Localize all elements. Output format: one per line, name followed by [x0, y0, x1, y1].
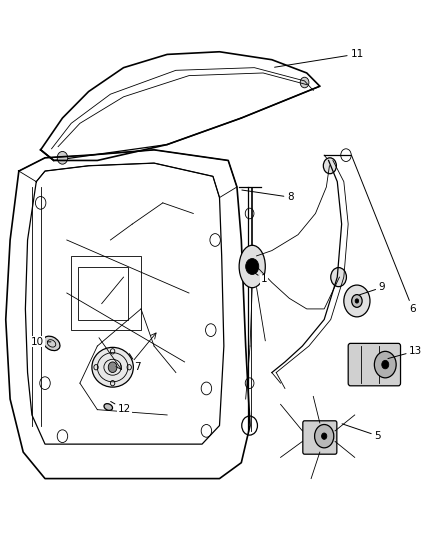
Text: 12: 12 [110, 401, 131, 414]
Circle shape [351, 295, 361, 308]
Circle shape [314, 424, 333, 448]
Circle shape [343, 285, 369, 317]
Text: 11: 11 [274, 49, 363, 67]
Circle shape [321, 433, 326, 439]
Circle shape [381, 360, 388, 369]
FancyBboxPatch shape [347, 343, 399, 386]
Ellipse shape [104, 403, 112, 410]
Text: 13: 13 [387, 346, 421, 359]
FancyBboxPatch shape [302, 421, 336, 454]
Circle shape [322, 158, 336, 174]
Ellipse shape [43, 336, 60, 351]
Text: 9: 9 [359, 282, 385, 295]
Circle shape [300, 77, 308, 88]
Ellipse shape [92, 348, 133, 387]
Circle shape [245, 259, 258, 274]
Text: 6: 6 [350, 155, 415, 313]
Text: 7: 7 [129, 354, 141, 372]
Text: 1: 1 [251, 271, 267, 285]
Circle shape [330, 268, 346, 287]
Text: 5: 5 [341, 424, 380, 441]
Circle shape [108, 362, 117, 373]
Circle shape [354, 299, 358, 303]
Circle shape [57, 151, 67, 164]
Circle shape [374, 351, 395, 378]
Ellipse shape [239, 245, 265, 288]
Text: 8: 8 [241, 190, 293, 202]
Text: 10: 10 [31, 337, 51, 347]
